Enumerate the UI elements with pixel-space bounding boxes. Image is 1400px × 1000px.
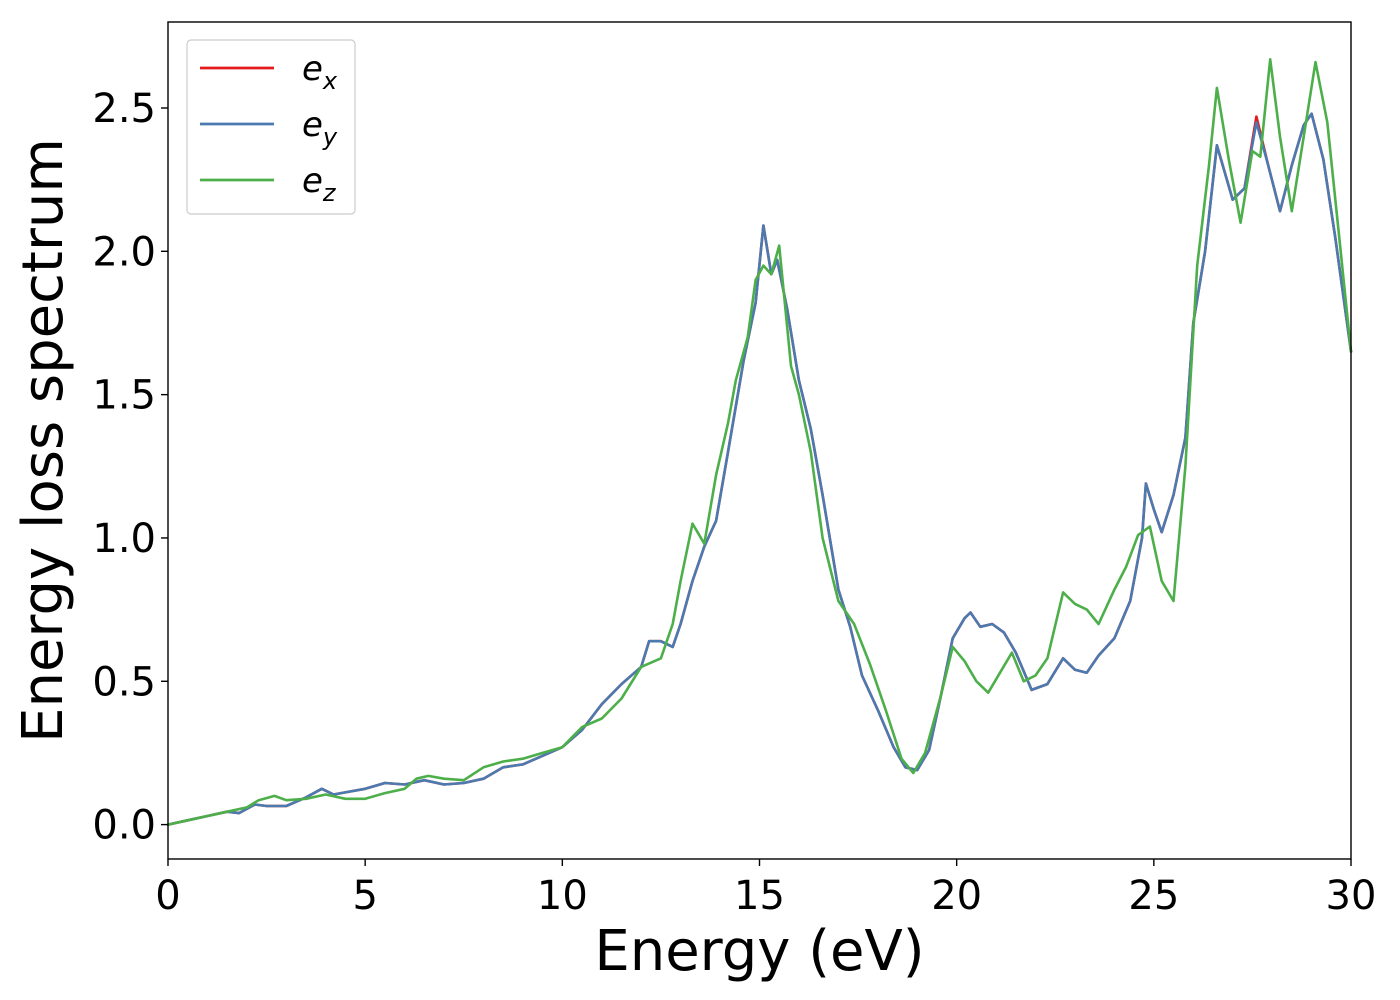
x-tick-label: 25 bbox=[1128, 873, 1179, 919]
series-line-y bbox=[166, 112, 1353, 826]
y-tick-label: 0.5 bbox=[92, 659, 156, 705]
y-tick-label: 1.5 bbox=[92, 373, 156, 419]
x-tick-label: 10 bbox=[537, 873, 588, 919]
legend-label-z: ez bbox=[302, 161, 337, 207]
series-line-z bbox=[166, 58, 1353, 826]
x-axis: 0 5 10 15 20 25 30 bbox=[155, 859, 1376, 919]
y-axis: 0.0 0.5 1.0 1.5 2.0 2.5 bbox=[92, 86, 168, 849]
legend-label-y: ey bbox=[302, 105, 338, 151]
x-axis-label: Energy (eV) bbox=[594, 919, 924, 984]
x-tick-label: 5 bbox=[352, 873, 377, 919]
x-tick-label: 15 bbox=[734, 873, 785, 919]
x-tick-label: 20 bbox=[931, 873, 982, 919]
legend: ex ey ez bbox=[186, 39, 356, 215]
y-axis-label: Energy loss spectrum bbox=[11, 138, 76, 743]
legend-box bbox=[186, 39, 356, 215]
legend-label-x: ex bbox=[302, 49, 338, 95]
y-tick-label: 1.0 bbox=[92, 516, 156, 562]
series-layer bbox=[166, 58, 1353, 826]
y-tick-label: 0.0 bbox=[92, 803, 156, 849]
x-tick-label: 0 bbox=[155, 873, 180, 919]
y-tick-label: 2.0 bbox=[92, 229, 156, 275]
y-tick-label: 2.5 bbox=[92, 86, 156, 132]
x-tick-label: 30 bbox=[1326, 873, 1377, 919]
plot-background bbox=[168, 22, 1351, 859]
